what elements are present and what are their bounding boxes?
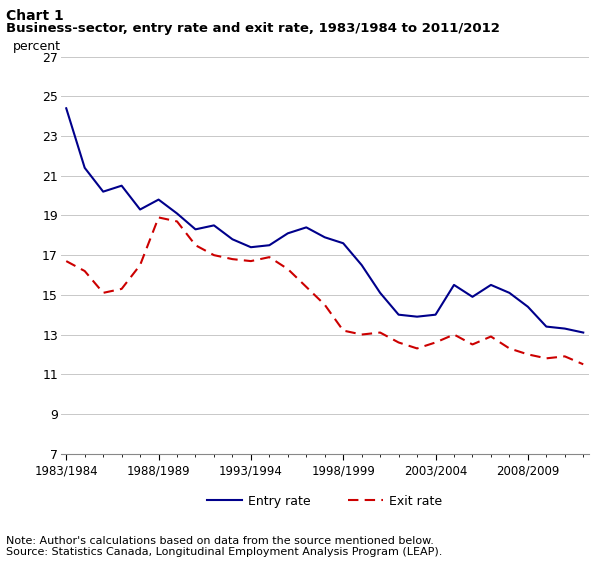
Exit rate (284, 265, 291, 272)
Entry rate (174, 210, 181, 217)
Legend: Entry rate, Exit rate: Entry rate, Exit rate (202, 490, 447, 513)
Entry rate (63, 105, 70, 112)
Text: Source: Statistics Canada, Longitudinal Employment Analysis Program (LEAP).: Source: Statistics Canada, Longitudinal … (6, 547, 443, 557)
Line: Exit rate: Exit rate (66, 218, 583, 365)
Line: Entry rate: Entry rate (66, 108, 583, 332)
Exit rate (81, 268, 89, 274)
Entry rate (561, 325, 568, 332)
Exit rate (358, 331, 365, 338)
Exit rate (395, 339, 402, 346)
Entry rate (524, 303, 532, 310)
Exit rate (506, 345, 513, 352)
Exit rate (303, 284, 310, 290)
Entry rate (155, 196, 162, 203)
Exit rate (229, 256, 236, 263)
Entry rate (395, 311, 402, 318)
Exit rate (432, 339, 439, 346)
Entry rate (543, 323, 550, 330)
Text: Note: Author's calculations based on data from the source mentioned below.: Note: Author's calculations based on dat… (6, 536, 434, 546)
Text: Chart 1: Chart 1 (6, 9, 64, 23)
Entry rate (229, 236, 236, 243)
Entry rate (81, 164, 89, 171)
Entry rate (506, 289, 513, 296)
Entry rate (450, 282, 458, 289)
Exit rate (469, 341, 476, 348)
Entry rate (192, 226, 199, 232)
Text: percent: percent (13, 40, 61, 53)
Exit rate (543, 355, 550, 362)
Entry rate (358, 262, 365, 269)
Exit rate (192, 242, 199, 248)
Entry rate (247, 244, 254, 251)
Exit rate (174, 218, 181, 225)
Text: Business-sector, entry rate and exit rate, 1983/1984 to 2011/2012: Business-sector, entry rate and exit rat… (6, 22, 500, 35)
Exit rate (376, 329, 384, 336)
Exit rate (210, 252, 217, 259)
Exit rate (321, 301, 328, 308)
Entry rate (284, 230, 291, 236)
Entry rate (137, 206, 144, 213)
Exit rate (63, 257, 70, 264)
Entry rate (432, 311, 439, 318)
Exit rate (524, 351, 532, 358)
Exit rate (580, 361, 587, 368)
Exit rate (155, 214, 162, 221)
Entry rate (339, 240, 347, 247)
Entry rate (580, 329, 587, 336)
Exit rate (137, 262, 144, 269)
Entry rate (100, 188, 107, 195)
Entry rate (118, 183, 125, 189)
Entry rate (469, 293, 476, 300)
Exit rate (413, 345, 421, 352)
Exit rate (487, 333, 495, 340)
Entry rate (413, 313, 421, 320)
Entry rate (487, 282, 495, 289)
Exit rate (247, 257, 254, 264)
Exit rate (561, 353, 568, 359)
Entry rate (321, 234, 328, 240)
Exit rate (266, 254, 273, 261)
Entry rate (376, 289, 384, 296)
Exit rate (450, 331, 458, 338)
Entry rate (266, 242, 273, 248)
Exit rate (100, 289, 107, 296)
Entry rate (210, 222, 217, 229)
Entry rate (303, 224, 310, 231)
Exit rate (339, 327, 347, 334)
Exit rate (118, 285, 125, 293)
